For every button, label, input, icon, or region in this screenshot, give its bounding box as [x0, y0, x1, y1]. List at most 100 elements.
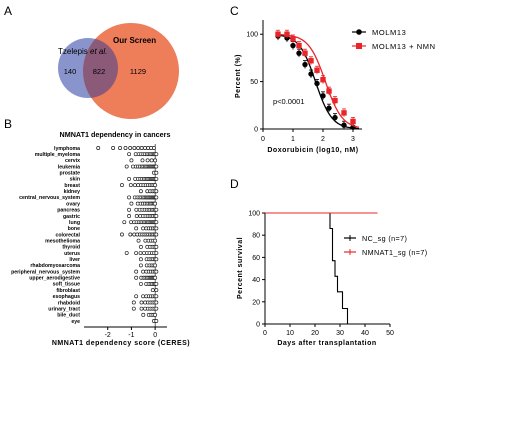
dotplot-category-label: multiple_myeloma	[35, 152, 80, 158]
survival-x-tick-label: 0	[263, 330, 267, 337]
dose-point-molm13	[332, 114, 338, 121]
dose-response-chart: Percent (%) Doxorubicin (log10, nM) p<0.…	[235, 20, 436, 154]
dotplot-point	[143, 238, 148, 243]
dotplot-category-label: mesothelioma	[45, 238, 80, 244]
dotplot-point	[154, 269, 159, 274]
survival-y-title: Percent survival	[237, 237, 244, 299]
dose-point-molm13	[296, 50, 302, 56]
dotplot-category-label: rhabdoid	[58, 300, 80, 306]
venn-label-tzelepis-plain: Tzelepis	[58, 47, 90, 56]
dependency-dotplot: NMNAT1 dependency in cancers NMNAT1 depe…	[11, 130, 190, 347]
dotplot-point	[154, 306, 159, 311]
dotplot-point	[138, 263, 143, 268]
survival-y-tick-label: 100	[248, 211, 260, 218]
dotplot-point	[136, 146, 141, 150]
dotplot-point	[127, 152, 132, 157]
dotplot-point	[133, 152, 138, 157]
legend-nmn-label: MOLM13 + NMN	[372, 42, 436, 51]
panel-label-c: C	[230, 4, 239, 18]
dotplot-category-label: peripheral_nervous_system	[11, 269, 80, 275]
dotplot-point	[127, 214, 132, 218]
legend-molm13-label: MOLM13	[372, 28, 406, 37]
dotplot-point	[136, 238, 141, 243]
dotplot-category-label: ovary	[66, 201, 80, 207]
dotplot-x-tick-label: -2	[105, 332, 111, 339]
dose-x-tick-label: 0	[261, 136, 265, 143]
dotplot-point	[154, 220, 159, 225]
dotplot-point	[138, 244, 143, 249]
legend-nmnat1-label: NMNAT1_sg (n=7)	[362, 248, 428, 257]
dose-point-nmn	[332, 97, 338, 104]
dotplot-category-label: esophagus	[53, 294, 80, 300]
panel-label-a: A	[4, 4, 12, 18]
dotplot-point	[154, 319, 159, 323]
dotplot-point	[134, 207, 139, 212]
dotplot-point	[139, 306, 144, 311]
venn-diagram: Tzelepis et al. Our Screen 140 822 1129	[58, 23, 179, 119]
dose-point-nmn	[320, 77, 326, 83]
survival-x-tick-label: 40	[361, 330, 369, 337]
dotplot-point	[154, 288, 159, 293]
dotplot-point	[123, 146, 128, 150]
dotplot-point	[141, 226, 146, 231]
dotplot-point	[129, 158, 134, 163]
dotplot-category-label: colorectal	[55, 232, 80, 238]
dotplot-point	[138, 189, 143, 194]
venn-label-tzelepis: Tzelepis et al.	[58, 47, 107, 56]
survival-x-title: Days after transplantation	[277, 340, 376, 347]
dotplot-point	[127, 195, 132, 200]
dotplot-point	[128, 146, 133, 150]
dose-point-nmn	[284, 31, 290, 37]
dotplot-point	[96, 146, 101, 150]
dose-curve-1	[276, 33, 360, 128]
survival-x-tick-label: 50	[386, 330, 394, 337]
dose-x-tick-label: 2	[321, 136, 325, 143]
dotplot-point	[118, 146, 122, 150]
dotplot-point	[154, 152, 159, 157]
dotplot-category-label: cervix	[65, 158, 80, 164]
panel-label-b: B	[4, 117, 12, 131]
dose-point-nmn	[350, 118, 356, 125]
dose-x-tick-label: 1	[291, 136, 295, 143]
dotplot-point	[132, 183, 137, 188]
dose-point-molm13	[308, 71, 314, 77]
dotplot-point	[139, 300, 144, 305]
dotplot-point	[134, 275, 139, 280]
dotplot-x-tick-label: 0	[153, 332, 157, 339]
venn-count-overlap: 822	[93, 67, 106, 76]
dotplot-category-label: bile_duct	[57, 313, 80, 319]
panel-label-d: D	[230, 177, 239, 191]
dotplot-category-label: breast	[64, 183, 80, 189]
dotplot-point	[149, 158, 154, 163]
dose-series	[275, 29, 360, 132]
dose-point-molm13	[341, 122, 347, 128]
dotplot-point	[124, 164, 129, 169]
survival-x-tick-label: 30	[336, 330, 344, 337]
dotplot-point	[154, 189, 159, 194]
dotplot-category-label: bone	[68, 226, 81, 232]
dotplot-point	[129, 220, 134, 225]
dotplot-point	[153, 158, 158, 163]
survival-ticks: 0 10 20 30 40 50 0 20 40 60 80 100	[248, 211, 394, 338]
dotplot-category-label: lymphoma	[54, 146, 80, 152]
dotplot-points	[96, 144, 159, 327]
dotplot-category-label: liver	[69, 257, 80, 263]
dotplot-point	[141, 312, 146, 317]
dotplot-categories: lymphomamultiple_myelomacervixleukemiapr…	[11, 146, 80, 325]
dotplot-point	[134, 294, 139, 299]
dotplot-point	[129, 201, 134, 206]
venn-label-tzelepis-italic: et al.	[90, 47, 107, 56]
dotplot-point	[138, 257, 143, 262]
dose-point-nmn	[341, 110, 347, 116]
dotplot-category-label: eye	[71, 319, 80, 325]
dotplot-point	[140, 158, 145, 163]
dotplot-point	[154, 214, 159, 218]
dotplot-x-title: NMNAT1 dependency score (CERES)	[52, 340, 190, 347]
dose-point-molm13	[326, 105, 332, 111]
survival-y-tick-label: 80	[252, 233, 260, 240]
dotplot-point	[153, 263, 158, 268]
dotplot-category-label: soft_tissue	[53, 282, 81, 288]
dotplot-point	[131, 306, 136, 311]
dotplot-point	[154, 294, 159, 299]
